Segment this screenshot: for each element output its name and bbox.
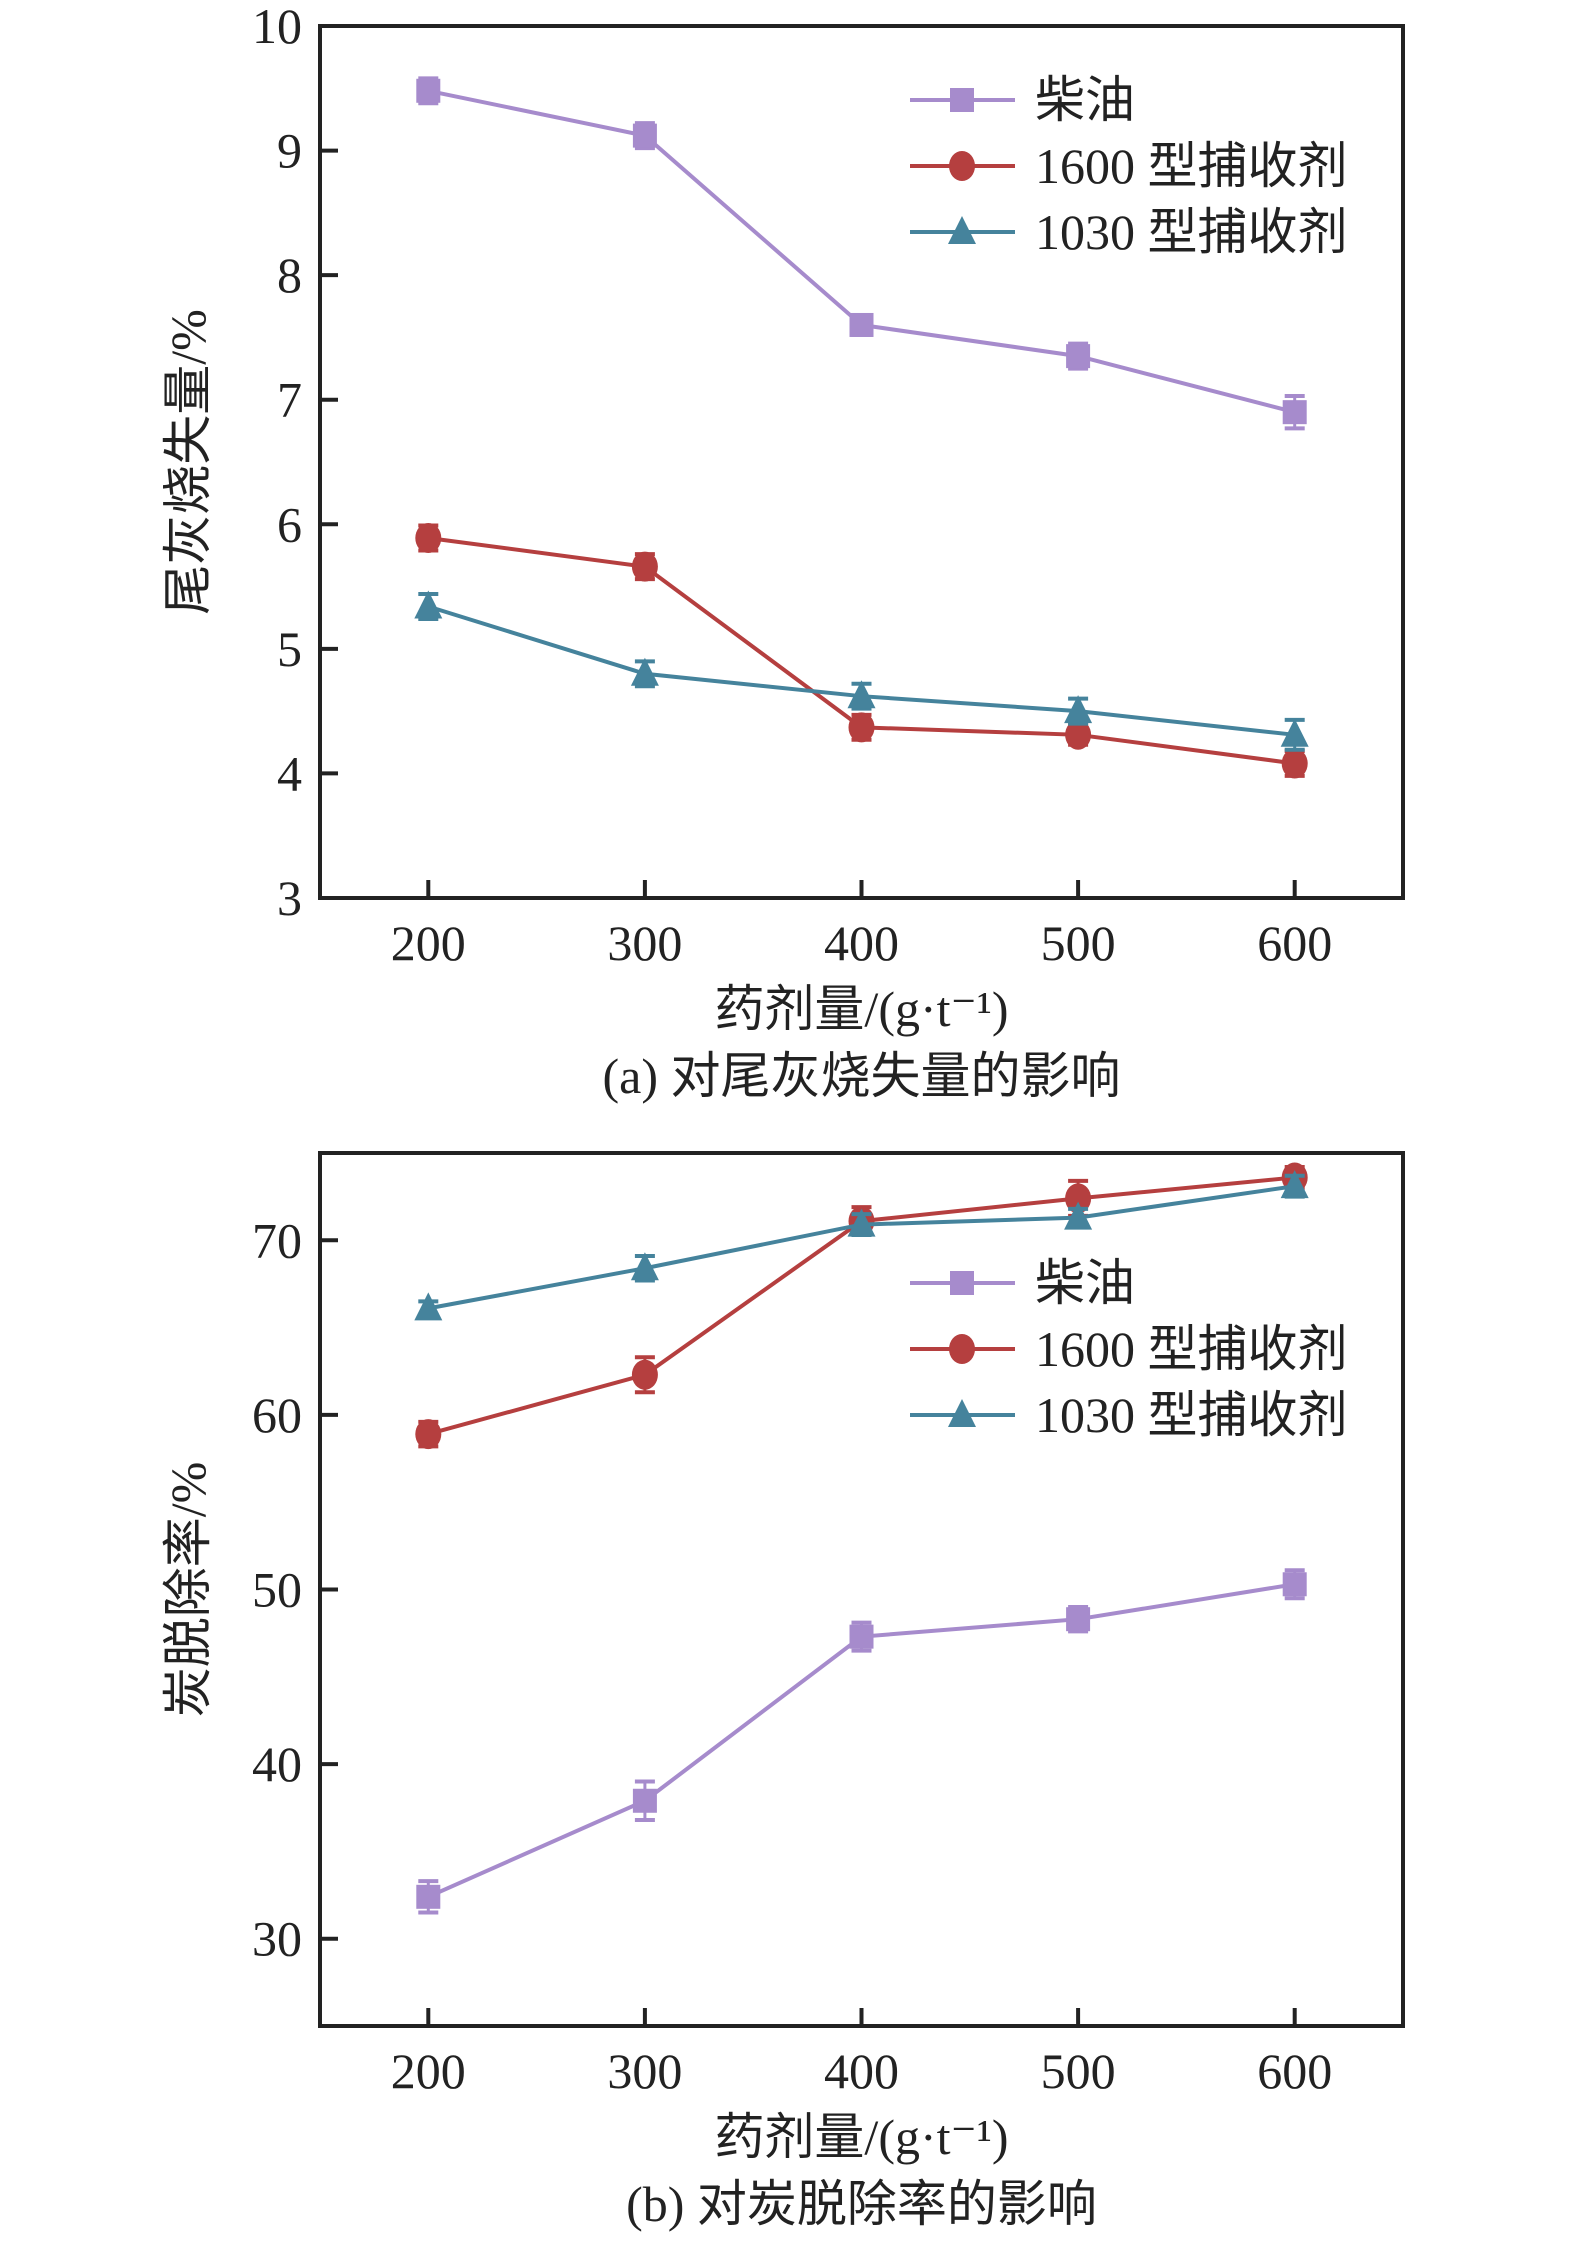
y-tick-label: 3: [277, 870, 302, 926]
marker-circle: [848, 712, 875, 743]
legend-item: 1030 型捕收剂: [910, 1387, 1348, 1443]
marker-square: [416, 1884, 441, 1909]
x-tick-label: 500: [1041, 915, 1116, 971]
legend-item: 1600 型捕收剂: [910, 1321, 1348, 1377]
y-tick-label: 5: [277, 621, 302, 677]
legend-label: 1600 型捕收剂: [1035, 138, 1348, 194]
plot-frame: [318, 1151, 1405, 2028]
y-tick-label: 9: [277, 123, 302, 179]
y-axis-label: 尾灰烧失量/%: [160, 309, 216, 615]
x-tick-label: 400: [824, 915, 899, 971]
marker-square: [1282, 400, 1307, 425]
marker-square: [1282, 1572, 1307, 1597]
legend-label: 柴油: [1035, 1255, 1135, 1311]
legend-item: 柴油: [910, 1255, 1135, 1311]
x-tick-label: 400: [824, 2043, 899, 2099]
y-tick-label: 7: [277, 372, 302, 428]
marker-square: [950, 1271, 974, 1295]
marker-triangle: [630, 1252, 659, 1281]
y-tick-label: 4: [277, 745, 302, 801]
chart-1: 30 40 50 60 70 200 300 400 500 600 药剂量/(g·t⁻¹) 炭脱除率…: [160, 1151, 1405, 2232]
marker-square: [416, 78, 441, 103]
series-2: [414, 1170, 1309, 1321]
marker-triangle: [1280, 718, 1309, 747]
legend-item: 柴油: [910, 72, 1135, 128]
marker-triangle: [948, 1399, 976, 1427]
series-0: [416, 1568, 1307, 1915]
y-tick-label: 8: [277, 247, 302, 303]
y-tick-label: 50: [252, 1562, 302, 1618]
marker-square: [950, 88, 974, 112]
marker-triangle: [630, 657, 659, 686]
legend-item: 1600 型捕收剂: [910, 138, 1348, 194]
marker-triangle: [1064, 695, 1093, 724]
legend-label: 柴油: [1035, 72, 1135, 128]
marker-triangle: [414, 1292, 443, 1321]
x-axis-label: 药剂量/(g·t⁻¹): [714, 2109, 1008, 2165]
y-tick-label: 40: [252, 1736, 302, 1792]
y-tick-label: 60: [252, 1387, 302, 1443]
series-1: [415, 522, 1308, 779]
series-2: [414, 590, 1309, 752]
x-tick-label: 200: [391, 915, 466, 971]
caption: (a) 对尾灰烧失量的影响: [603, 1048, 1121, 1104]
marker-square: [632, 1788, 657, 1813]
marker-circle: [949, 151, 975, 181]
marker-triangle: [414, 590, 443, 619]
x-tick-label: 300: [607, 2043, 682, 2099]
marker-circle: [415, 522, 442, 553]
x-tick-label: 600: [1257, 915, 1332, 971]
x-tick-label: 500: [1041, 2043, 1116, 2099]
y-tick-label: 6: [277, 496, 302, 552]
x-axis-label: 药剂量/(g·t⁻¹): [714, 981, 1008, 1037]
chart-0: 3 4 5 6 7 8 9 10 200 300 400 500 600 药剂量/(g·t⁻¹) 尾灰烧失量…: [160, 0, 1405, 1104]
y-tick-label: 70: [252, 1212, 302, 1268]
marker-circle: [1281, 748, 1308, 779]
marker-square: [849, 312, 874, 337]
x-tick-label: 200: [391, 2043, 466, 2099]
marker-triangle: [948, 216, 976, 244]
marker-triangle: [847, 680, 876, 709]
y-axis-label: 炭脱除率/%: [160, 1462, 216, 1718]
series-line: [427, 1184, 1295, 1311]
marker-circle: [1065, 1183, 1092, 1214]
marker-circle: [949, 1334, 975, 1364]
legend-label: 1030 型捕收剂: [1035, 1387, 1348, 1443]
marker-circle: [631, 551, 658, 582]
legend-label: 1600 型捕收剂: [1035, 1321, 1348, 1377]
marker-triangle: [847, 1208, 876, 1237]
legend-label: 1030 型捕收剂: [1035, 204, 1348, 260]
y-tick-label: 10: [252, 0, 302, 54]
y-tick-label: 30: [252, 1911, 302, 1967]
marker-triangle: [1064, 1201, 1093, 1230]
x-tick-label: 300: [607, 915, 682, 971]
legend-item: 1030 型捕收剂: [910, 204, 1348, 260]
marker-circle: [415, 1419, 442, 1450]
marker-square: [1066, 1607, 1091, 1632]
marker-square: [1066, 344, 1091, 369]
series-0: [416, 76, 1307, 431]
caption: (b) 对炭脱除率的影响: [626, 2176, 1097, 2232]
x-tick-label: 600: [1257, 2043, 1332, 2099]
marker-square: [632, 123, 657, 148]
marker-circle: [1065, 719, 1092, 750]
marker-circle: [631, 1359, 658, 1390]
marker-square: [849, 1624, 874, 1649]
marker-triangle: [1280, 1170, 1309, 1199]
